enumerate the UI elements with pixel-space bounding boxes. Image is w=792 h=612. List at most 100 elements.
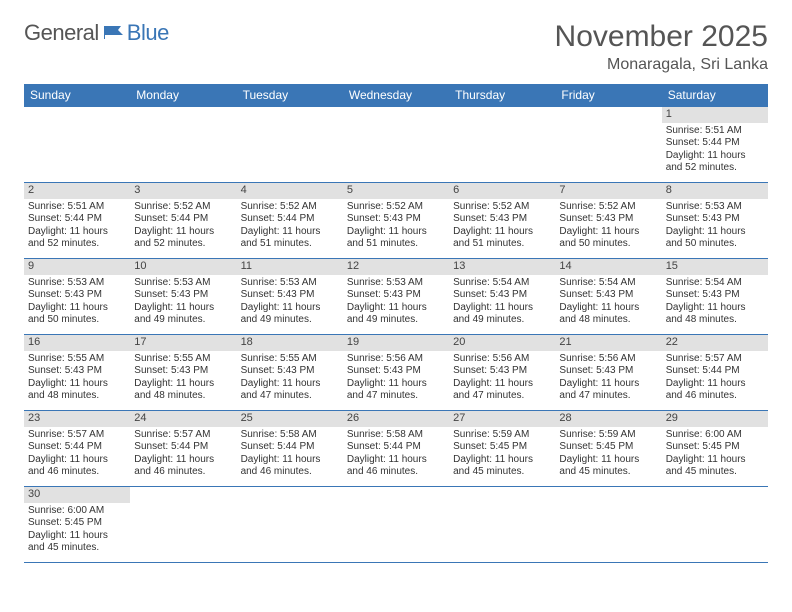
- day-cell-text: Sunrise: 6:00 AM Sunset: 5:45 PM Dayligh…: [666, 429, 764, 479]
- day-number: [343, 487, 449, 503]
- day-number: 9: [24, 259, 130, 275]
- day-cell-text: Sunrise: 5:51 AM Sunset: 5:44 PM Dayligh…: [666, 125, 764, 175]
- day-cell-text: Sunrise: 5:51 AM Sunset: 5:44 PM Dayligh…: [28, 201, 126, 251]
- day-cell: Sunrise: 5:56 AM Sunset: 5:43 PM Dayligh…: [555, 351, 661, 411]
- day-content-row: Sunrise: 5:51 AM Sunset: 5:44 PM Dayligh…: [24, 123, 768, 183]
- day-header: Wednesday: [343, 84, 449, 107]
- day-number: [24, 107, 130, 123]
- day-number: 18: [237, 335, 343, 351]
- day-number: 12: [343, 259, 449, 275]
- day-content-row: Sunrise: 5:55 AM Sunset: 5:43 PM Dayligh…: [24, 351, 768, 411]
- day-cell: [237, 123, 343, 183]
- day-number: 16: [24, 335, 130, 351]
- daynum-row: 30: [24, 487, 768, 503]
- day-cell-text: Sunrise: 5:53 AM Sunset: 5:43 PM Dayligh…: [241, 277, 339, 327]
- day-cell-text: Sunrise: 5:52 AM Sunset: 5:43 PM Dayligh…: [453, 201, 551, 251]
- day-content-row: Sunrise: 5:57 AM Sunset: 5:44 PM Dayligh…: [24, 427, 768, 487]
- day-cell: Sunrise: 5:55 AM Sunset: 5:43 PM Dayligh…: [130, 351, 236, 411]
- day-number: 8: [662, 183, 768, 199]
- day-cell: [662, 503, 768, 563]
- day-cell: Sunrise: 5:56 AM Sunset: 5:43 PM Dayligh…: [449, 351, 555, 411]
- day-cell: [449, 503, 555, 563]
- day-cell-text: Sunrise: 5:56 AM Sunset: 5:43 PM Dayligh…: [347, 353, 445, 403]
- logo-text-2: Blue: [127, 20, 169, 46]
- logo: General Blue: [24, 20, 169, 46]
- day-content-row: Sunrise: 6:00 AM Sunset: 5:45 PM Dayligh…: [24, 503, 768, 563]
- day-cell: Sunrise: 5:55 AM Sunset: 5:43 PM Dayligh…: [237, 351, 343, 411]
- day-cell: Sunrise: 5:53 AM Sunset: 5:43 PM Dayligh…: [662, 199, 768, 259]
- day-cell: [555, 123, 661, 183]
- location: Monaragala, Sri Lanka: [555, 56, 768, 74]
- day-number: [662, 487, 768, 503]
- day-number: 20: [449, 335, 555, 351]
- day-number: 5: [343, 183, 449, 199]
- day-cell-text: Sunrise: 5:56 AM Sunset: 5:43 PM Dayligh…: [559, 353, 657, 403]
- day-number: [555, 487, 661, 503]
- page-header: General Blue November 2025 Monaragala, S…: [24, 20, 768, 74]
- day-content-row: Sunrise: 5:53 AM Sunset: 5:43 PM Dayligh…: [24, 275, 768, 335]
- title-block: November 2025 Monaragala, Sri Lanka: [555, 20, 768, 74]
- day-cell: Sunrise: 5:56 AM Sunset: 5:43 PM Dayligh…: [343, 351, 449, 411]
- day-cell-text: Sunrise: 5:55 AM Sunset: 5:43 PM Dayligh…: [28, 353, 126, 403]
- day-cell: Sunrise: 6:00 AM Sunset: 5:45 PM Dayligh…: [662, 427, 768, 487]
- day-cell-text: Sunrise: 5:59 AM Sunset: 5:45 PM Dayligh…: [559, 429, 657, 479]
- day-cell: Sunrise: 5:59 AM Sunset: 5:45 PM Dayligh…: [555, 427, 661, 487]
- day-cell: [237, 503, 343, 563]
- day-cell: Sunrise: 5:59 AM Sunset: 5:45 PM Dayligh…: [449, 427, 555, 487]
- day-cell: [555, 503, 661, 563]
- day-cell-text: Sunrise: 5:53 AM Sunset: 5:43 PM Dayligh…: [666, 201, 764, 251]
- day-cell: Sunrise: 5:57 AM Sunset: 5:44 PM Dayligh…: [130, 427, 236, 487]
- calendar-table: Sunday Monday Tuesday Wednesday Thursday…: [24, 84, 768, 563]
- day-cell: Sunrise: 5:57 AM Sunset: 5:44 PM Dayligh…: [24, 427, 130, 487]
- day-cell-text: Sunrise: 5:57 AM Sunset: 5:44 PM Dayligh…: [134, 429, 232, 479]
- day-content-row: Sunrise: 5:51 AM Sunset: 5:44 PM Dayligh…: [24, 199, 768, 259]
- day-number: 22: [662, 335, 768, 351]
- logo-text-1: General: [24, 20, 99, 46]
- day-cell-text: Sunrise: 5:57 AM Sunset: 5:44 PM Dayligh…: [666, 353, 764, 403]
- day-number: 19: [343, 335, 449, 351]
- day-cell-text: Sunrise: 5:53 AM Sunset: 5:43 PM Dayligh…: [347, 277, 445, 327]
- day-cell: [130, 123, 236, 183]
- day-number: 27: [449, 411, 555, 427]
- day-header: Monday: [130, 84, 236, 107]
- day-number: 17: [130, 335, 236, 351]
- calendar-page: General Blue November 2025 Monaragala, S…: [0, 0, 792, 583]
- day-number: 3: [130, 183, 236, 199]
- day-number: 7: [555, 183, 661, 199]
- day-cell: [449, 123, 555, 183]
- day-number: [237, 487, 343, 503]
- flag-icon: [103, 20, 125, 46]
- day-cell: Sunrise: 5:52 AM Sunset: 5:43 PM Dayligh…: [555, 199, 661, 259]
- daynum-row: 23242526272829: [24, 411, 768, 427]
- day-number: 11: [237, 259, 343, 275]
- day-header: Tuesday: [237, 84, 343, 107]
- day-cell-text: Sunrise: 5:52 AM Sunset: 5:44 PM Dayligh…: [241, 201, 339, 251]
- day-header: Thursday: [449, 84, 555, 107]
- day-cell: Sunrise: 5:58 AM Sunset: 5:44 PM Dayligh…: [343, 427, 449, 487]
- day-number: 21: [555, 335, 661, 351]
- day-number: [555, 107, 661, 123]
- day-header: Friday: [555, 84, 661, 107]
- day-cell: Sunrise: 5:57 AM Sunset: 5:44 PM Dayligh…: [662, 351, 768, 411]
- day-cell-text: Sunrise: 5:58 AM Sunset: 5:44 PM Dayligh…: [241, 429, 339, 479]
- day-cell: Sunrise: 5:52 AM Sunset: 5:43 PM Dayligh…: [343, 199, 449, 259]
- day-number: 26: [343, 411, 449, 427]
- day-cell-text: Sunrise: 5:52 AM Sunset: 5:44 PM Dayligh…: [134, 201, 232, 251]
- day-cell: Sunrise: 5:53 AM Sunset: 5:43 PM Dayligh…: [130, 275, 236, 335]
- daynum-row: 2345678: [24, 183, 768, 199]
- daynum-row: 16171819202122: [24, 335, 768, 351]
- day-cell-text: Sunrise: 5:58 AM Sunset: 5:44 PM Dayligh…: [347, 429, 445, 479]
- day-number: 2: [24, 183, 130, 199]
- day-number: 28: [555, 411, 661, 427]
- day-number: 6: [449, 183, 555, 199]
- day-number: 25: [237, 411, 343, 427]
- day-cell: Sunrise: 5:54 AM Sunset: 5:43 PM Dayligh…: [449, 275, 555, 335]
- day-cell: Sunrise: 5:52 AM Sunset: 5:44 PM Dayligh…: [130, 199, 236, 259]
- day-cell: [343, 123, 449, 183]
- day-cell-text: Sunrise: 5:55 AM Sunset: 5:43 PM Dayligh…: [134, 353, 232, 403]
- day-cell: Sunrise: 5:54 AM Sunset: 5:43 PM Dayligh…: [555, 275, 661, 335]
- day-cell-text: Sunrise: 5:53 AM Sunset: 5:43 PM Dayligh…: [134, 277, 232, 327]
- day-cell-text: Sunrise: 5:57 AM Sunset: 5:44 PM Dayligh…: [28, 429, 126, 479]
- day-header: Saturday: [662, 84, 768, 107]
- day-number: 4: [237, 183, 343, 199]
